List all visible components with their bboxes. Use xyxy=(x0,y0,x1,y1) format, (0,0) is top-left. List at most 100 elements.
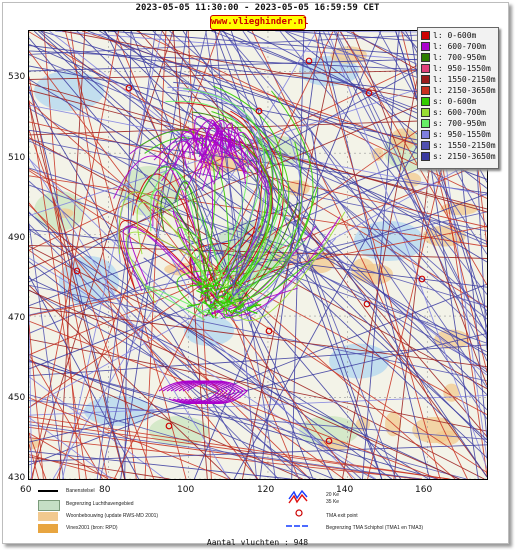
flight-track xyxy=(29,394,317,479)
legend-entry: s: 700-950m xyxy=(421,119,486,128)
flight-track xyxy=(29,332,487,443)
legend-entry: l: 950-1550m xyxy=(421,64,491,73)
ground-track xyxy=(246,309,258,315)
approach-track xyxy=(203,287,298,317)
ground-track xyxy=(198,283,209,291)
departure-track xyxy=(206,135,247,175)
approach-track xyxy=(217,186,319,303)
flight-track xyxy=(29,45,487,101)
approach-track xyxy=(118,219,225,310)
flight-track xyxy=(193,31,382,479)
flight-track xyxy=(322,31,487,336)
flight-track xyxy=(333,31,487,362)
flight-track xyxy=(29,140,487,353)
approach-track xyxy=(221,140,273,299)
approach-track xyxy=(136,202,221,300)
approach-track xyxy=(173,210,203,286)
flight-track-map xyxy=(28,30,488,480)
flight-track xyxy=(29,432,109,479)
flight-track xyxy=(29,211,301,479)
tma-exit-marker xyxy=(305,57,313,65)
tma-exit-marker xyxy=(165,422,173,430)
ground-track xyxy=(223,296,231,304)
approach-track xyxy=(171,89,261,312)
approach-track xyxy=(175,181,209,302)
approach-track xyxy=(177,226,220,296)
flight-track xyxy=(29,361,467,479)
y-tick-label: 450 xyxy=(8,393,26,403)
legend-entry: l: 0-600m xyxy=(421,31,476,40)
legend-entry: l: 600-700m xyxy=(421,42,486,51)
site-badge[interactable]: www.vlieghinder.nl xyxy=(210,15,309,30)
tma-exit-marker xyxy=(73,267,81,275)
flight-track xyxy=(40,31,487,166)
urban-area xyxy=(356,263,394,285)
approach-track xyxy=(145,285,219,321)
airport-boundary-swatch xyxy=(38,500,60,511)
flight-track xyxy=(29,228,487,288)
flight-track xyxy=(29,426,417,479)
approach-track xyxy=(212,225,299,311)
ground-track xyxy=(235,281,243,287)
departure-track xyxy=(227,127,267,184)
flight-track xyxy=(29,416,449,479)
flight-count: Aantal vluchten : 948 xyxy=(206,538,309,547)
legend-label: l: 950-1550m xyxy=(433,64,491,73)
ground-track xyxy=(209,287,217,297)
approach-track xyxy=(160,197,220,290)
legend-swatch xyxy=(421,75,430,84)
flight-track xyxy=(395,31,487,316)
approach-track xyxy=(234,211,346,322)
approach-track xyxy=(149,189,208,286)
tma-exit-points xyxy=(73,57,426,445)
flight-track xyxy=(29,85,126,479)
flight-track xyxy=(29,289,460,479)
legend-swatch xyxy=(421,53,430,62)
legend-entry: s: 1550-2150m xyxy=(421,141,496,150)
x-tick-label: 60 xyxy=(20,485,32,495)
flight-track xyxy=(29,212,392,479)
approach-track xyxy=(223,248,325,319)
departure-track xyxy=(201,140,219,191)
tma-exit-marker xyxy=(418,275,426,283)
y-tick-label: 490 xyxy=(8,233,26,243)
date-range-title: 2023-05-05 11:30:00 - 2023-05-05 16:59:5… xyxy=(135,3,380,13)
approach-track xyxy=(211,111,273,285)
legend-swatch xyxy=(421,152,430,161)
x-tick-label: 80 xyxy=(99,485,111,495)
flight-track xyxy=(339,31,487,286)
approach-track xyxy=(174,180,219,299)
approach-track xyxy=(183,88,265,303)
legend-label: l: 700-950m xyxy=(433,53,486,62)
flight-track xyxy=(29,80,487,408)
legend-entry: l: 2150-3650m xyxy=(421,86,496,95)
approach-track xyxy=(220,145,285,314)
legend-entry: s: 950-1550m xyxy=(421,130,491,139)
ground-track xyxy=(246,294,248,298)
approach-track xyxy=(116,198,201,315)
key-tma-exit: TMA exit point xyxy=(326,513,358,519)
approach-track xyxy=(235,202,299,300)
approach-track xyxy=(205,226,255,304)
flight-track xyxy=(29,79,487,356)
flight-track xyxy=(29,31,487,283)
flight-track xyxy=(362,31,400,479)
legend-label: s: 1550-2150m xyxy=(433,141,496,150)
ground-track xyxy=(216,295,226,298)
ground-track xyxy=(247,303,258,311)
departure-track xyxy=(195,122,233,176)
approach-track xyxy=(113,155,214,316)
key-tma-boundary: Begrenzing TMA Schiphol (TMA1 en TMA3) xyxy=(326,525,424,531)
legend-entry: s: 2150-3650m xyxy=(421,152,496,161)
key-vinex: Vinex2001 (bron: RPD) xyxy=(66,525,118,531)
flight-track xyxy=(70,31,137,479)
legend-entry: l: 700-950m xyxy=(421,53,486,62)
flight-track xyxy=(205,31,276,479)
approach-track xyxy=(149,168,205,298)
legend-label: l: 0-600m xyxy=(433,31,477,40)
flight-track xyxy=(352,31,487,386)
flight-track xyxy=(29,284,231,479)
flight-track xyxy=(29,424,420,479)
flight-track xyxy=(29,359,303,479)
flight-track xyxy=(120,31,188,479)
